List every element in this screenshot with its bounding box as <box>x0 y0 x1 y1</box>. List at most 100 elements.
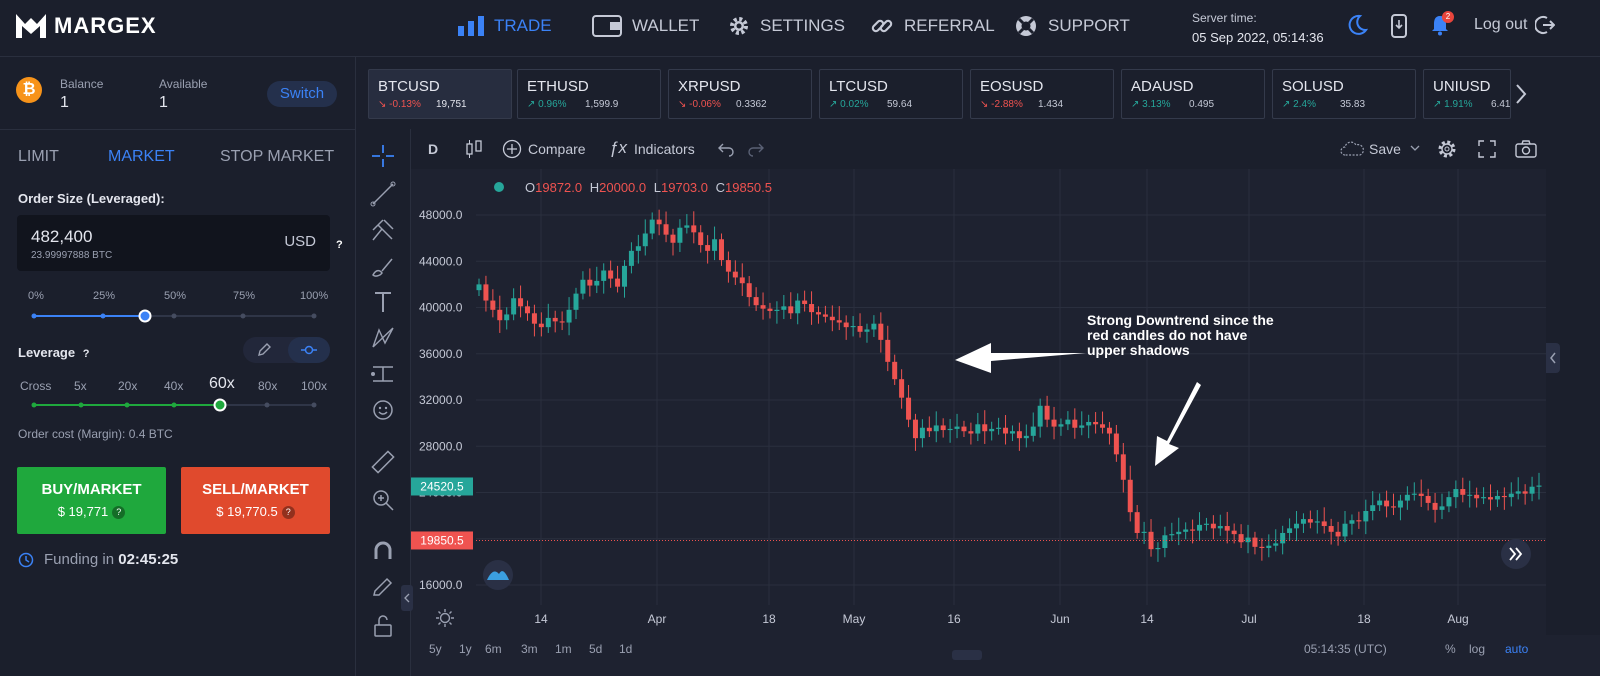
resize-handle[interactable] <box>952 650 982 660</box>
text-tool-icon[interactable] <box>370 289 396 315</box>
percent-toggle[interactable]: % <box>1445 642 1456 656</box>
lev-80x[interactable]: 80x <box>258 379 278 393</box>
trendline-icon[interactable] <box>370 181 396 207</box>
ticker-ethusd[interactable]: ETHUSD ↗ 0.96% 1,599.9 <box>517 69 661 119</box>
ticker-ltcusd[interactable]: LTCUSD ↗ 0.02% 59.64 <box>819 69 963 119</box>
zoom-in-icon[interactable] <box>370 487 396 513</box>
sell-help-icon[interactable]: ? <box>281 506 295 519</box>
switch-button[interactable]: Switch <box>267 81 337 107</box>
candle-body <box>1238 534 1244 543</box>
ticker-uniusd[interactable]: UNIUSD ↗ 1.91% 6.41 <box>1423 69 1511 119</box>
help-icon[interactable]: ? <box>336 239 343 251</box>
chevron-right-icon[interactable] <box>1514 83 1528 105</box>
ticker-change: ↘ -2.88% <box>980 99 1023 110</box>
pct-100[interactable]: 100% <box>300 290 329 302</box>
pct-75[interactable]: 75% <box>233 290 256 302</box>
leverage-mode-toggle[interactable] <box>243 337 330 363</box>
tab-market[interactable]: MARKET <box>108 148 175 165</box>
log-toggle[interactable]: log <box>1469 642 1486 656</box>
ticker-eosusd[interactable]: EOSUSD ↘ -2.88% 1.434 <box>970 69 1114 119</box>
candle-body <box>899 379 905 398</box>
ticker-btcusd[interactable]: BTCUSD ↘ -0.13% 19,751 <box>368 69 512 119</box>
collapse-handle[interactable] <box>1546 343 1560 373</box>
order-size-slider[interactable] <box>30 308 320 324</box>
fullscreen-icon[interactable] <box>1477 139 1497 159</box>
candle-body <box>906 397 912 420</box>
range-6m[interactable]: 6m <box>485 642 502 656</box>
lev-40x[interactable]: 40x <box>164 379 184 393</box>
ticker-adausd[interactable]: ADAUSD ↗ 3.13% 0.495 <box>1121 69 1265 119</box>
tab-limit[interactable]: LIMIT <box>18 148 59 165</box>
undo-icon[interactable] <box>717 141 735 157</box>
range-1m[interactable]: 1m <box>555 642 572 656</box>
server-time-label: Server time: <box>1192 11 1257 25</box>
crosshair-icon[interactable] <box>370 143 396 169</box>
cloud-icon[interactable] <box>1339 141 1365 157</box>
brush-icon[interactable] <box>370 253 396 279</box>
compare-button[interactable]: Compare <box>528 141 586 157</box>
lev-20x[interactable]: 20x <box>118 379 138 393</box>
moon-icon[interactable] <box>1346 14 1368 36</box>
leverage-help-icon[interactable]: ? <box>82 348 90 360</box>
range-1y[interactable]: 1y <box>459 642 472 656</box>
pct-25[interactable]: 25% <box>93 290 116 302</box>
lev-5x[interactable]: 5x <box>74 379 87 393</box>
sun-icon[interactable] <box>433 606 457 630</box>
nav-settings[interactable]: SETTINGS <box>728 0 845 52</box>
pencil-icon[interactable] <box>257 343 271 357</box>
range-5d[interactable]: 5d <box>589 642 603 656</box>
candle-body <box>1009 431 1015 434</box>
gear-icon[interactable] <box>1436 138 1458 160</box>
buy-market-button[interactable]: BUY/MARKET $ 19,771? <box>17 467 166 534</box>
lev-cross[interactable]: Cross <box>20 379 52 393</box>
price-chart[interactable]: 48000.0 44000.0 40000.0 36000.0 32000.0 28000… <box>411 169 1546 605</box>
ruler-icon[interactable] <box>370 449 396 475</box>
ticker-xrpusd[interactable]: XRPUSD ↘ -0.06% 0.3362 <box>668 69 812 119</box>
auto-toggle[interactable]: auto <box>1505 642 1529 656</box>
lev-100x[interactable]: 100x <box>301 379 328 393</box>
range-1d[interactable]: 1d <box>619 642 633 656</box>
emoji-icon[interactable] <box>370 397 396 423</box>
range-5y[interactable]: 5y <box>429 642 442 656</box>
interval-button[interactable]: D <box>428 141 439 157</box>
lock-pencil-icon[interactable] <box>370 575 396 601</box>
pitchfork-icon[interactable] <box>370 217 396 243</box>
logout-button[interactable]: Log out <box>1474 15 1556 35</box>
order-size-input[interactable]: 482,400 23.99997888 BTC USD <box>17 215 330 271</box>
nav-support[interactable]: SUPPORT <box>1014 0 1130 52</box>
plus-circle-icon[interactable] <box>502 139 522 159</box>
redo-icon[interactable] <box>747 141 765 157</box>
save-button[interactable]: Save <box>1369 141 1401 157</box>
nav-trade[interactable]: TRADE <box>458 0 552 52</box>
unlock-icon[interactable] <box>370 613 396 639</box>
price-scale[interactable] <box>1546 169 1600 635</box>
nav-referral[interactable]: REFERRAL <box>870 0 995 52</box>
ticker-solusd[interactable]: SOLUSD ↗ 2.4% 35.83 <box>1272 69 1416 119</box>
ohlc-h-label: H <box>590 180 599 195</box>
indicators-button[interactable]: Indicators <box>634 141 695 157</box>
pattern-icon[interactable] <box>370 325 396 351</box>
sell-market-button[interactable]: SELL/MARKET $ 19,770.5? <box>181 467 330 534</box>
pct-0[interactable]: 0% <box>28 290 44 302</box>
tab-stop-market[interactable]: STOP MARKET <box>220 148 335 165</box>
indicators-icon[interactable]: ƒx <box>609 138 627 157</box>
camera-icon[interactable] <box>1515 139 1537 159</box>
candle-body <box>1370 505 1376 511</box>
chevron-down-icon[interactable] <box>1410 145 1420 153</box>
buy-help-icon[interactable]: ? <box>112 506 126 519</box>
nav-wallet[interactable]: WALLET <box>592 0 699 52</box>
measure-icon[interactable] <box>370 361 396 387</box>
magnet-icon[interactable] <box>370 539 396 565</box>
order-size-currency[interactable]: USD <box>284 233 316 250</box>
pct-50[interactable]: 50% <box>164 290 187 302</box>
brand-logo[interactable]: MARGEX <box>16 13 157 39</box>
mobile-download-icon[interactable] <box>1391 14 1407 38</box>
range-3m[interactable]: 3m <box>521 642 538 656</box>
lev-60x[interactable]: 60x <box>209 375 235 392</box>
x-tick-label: Apr <box>648 612 667 626</box>
slider-mode-option[interactable] <box>288 337 330 363</box>
toolbar-collapse-handle[interactable] <box>401 585 413 611</box>
candle-type-icon[interactable] <box>465 138 483 160</box>
ticker-symbol: ADAUSD <box>1131 78 1194 95</box>
leverage-slider[interactable] <box>30 397 320 413</box>
